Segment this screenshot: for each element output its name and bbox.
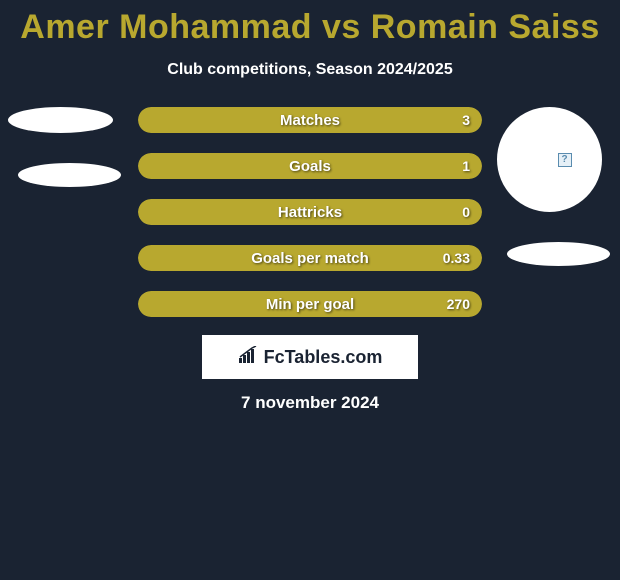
page-title: Amer Mohammad vs Romain Saiss: [0, 0, 620, 47]
player-right-stack: ?: [497, 107, 610, 266]
stat-value-right: 270: [447, 291, 470, 317]
stat-label: Goals per match: [138, 245, 482, 271]
subtitle: Club competitions, Season 2024/2025: [0, 61, 620, 79]
stat-bars: Matches 3 Goals 1 Hattricks 0 Goals per …: [138, 107, 482, 337]
chart-icon: [238, 346, 260, 369]
date-text: 7 november 2024: [0, 393, 620, 413]
stat-label: Min per goal: [138, 291, 482, 317]
stat-label: Goals: [138, 153, 482, 179]
player-right-flag-disc: [507, 242, 610, 266]
player-left-flag-disc: [18, 163, 121, 187]
stat-row-matches: Matches 3: [138, 107, 482, 133]
logo-label: FcTables.com: [264, 347, 383, 368]
logo-text: FcTables.com: [238, 346, 383, 369]
stat-value-right: 1: [462, 153, 470, 179]
stat-row-min-per-goal: Min per goal 270: [138, 291, 482, 317]
image-placeholder-icon: ?: [558, 153, 572, 167]
fctables-logo: FcTables.com: [202, 335, 418, 379]
stat-label: Hattricks: [138, 199, 482, 225]
player-left-stack: [8, 107, 121, 187]
stat-label: Matches: [138, 107, 482, 133]
stat-row-goals: Goals 1: [138, 153, 482, 179]
stat-value-right: 0.33: [443, 245, 470, 271]
stat-value-right: 0: [462, 199, 470, 225]
player-left-avatar-disc: [8, 107, 113, 133]
player-right-avatar-disc: ?: [497, 107, 602, 212]
stat-row-goals-per-match: Goals per match 0.33: [138, 245, 482, 271]
stat-row-hattricks: Hattricks 0: [138, 199, 482, 225]
stat-value-right: 3: [462, 107, 470, 133]
